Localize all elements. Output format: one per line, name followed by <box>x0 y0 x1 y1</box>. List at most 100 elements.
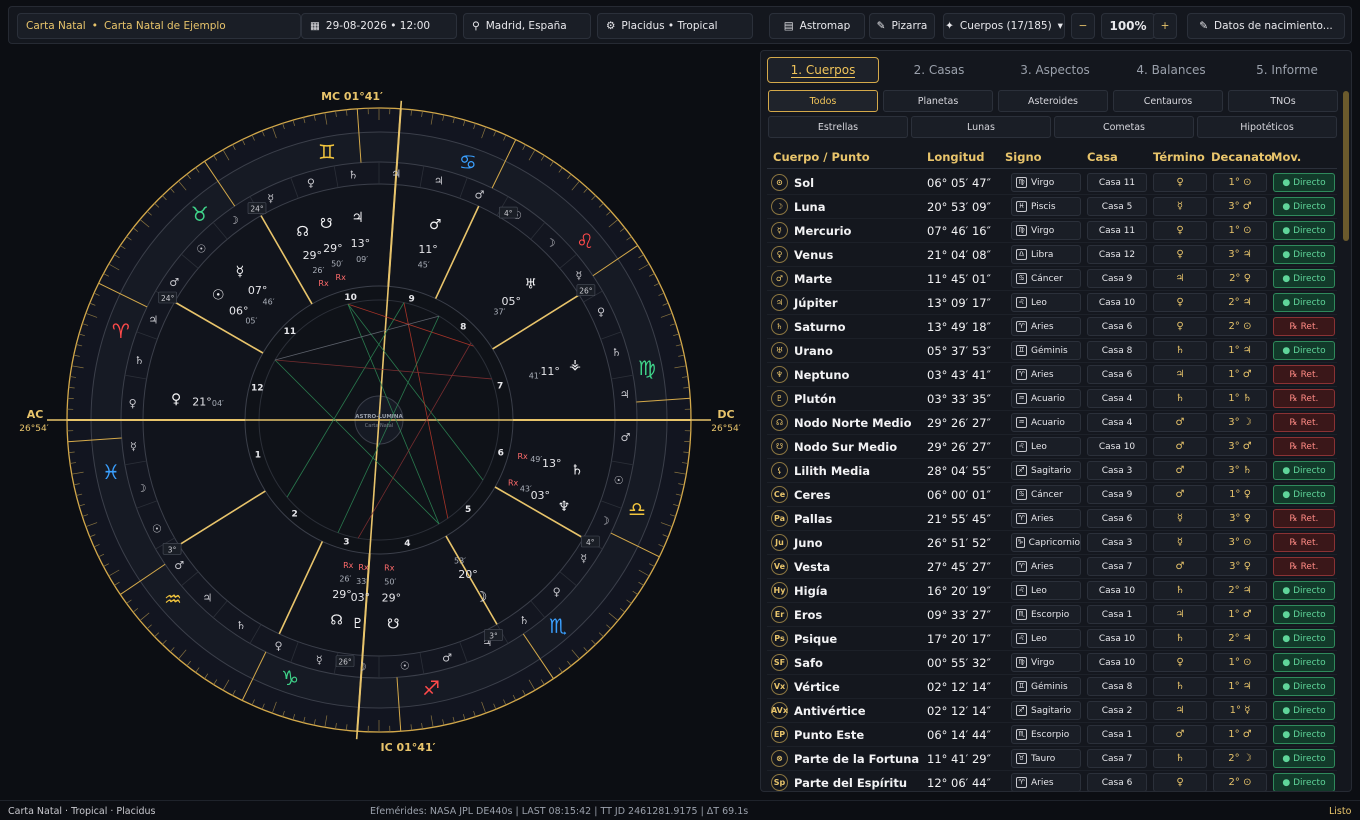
house-chip[interactable]: Casa 4 <box>1087 413 1147 432</box>
sign-chip[interactable]: ♌ Leo <box>1011 293 1081 312</box>
house-chip[interactable]: Casa 12 <box>1087 245 1147 264</box>
planet-glyph[interactable]: ♇ <box>351 616 364 632</box>
table-row[interactable]: ♆ Neptuno 03° 43′ 41″ ♈ Aries Casa 6 ♃ 1° ♂ ℞ Re… <box>767 363 1337 387</box>
zoom-in-button[interactable]: + <box>1153 13 1177 39</box>
house-chip[interactable]: Casa 11 <box>1087 221 1147 240</box>
house-chip[interactable]: Casa 5 <box>1087 197 1147 216</box>
table-row[interactable]: Er Eros 09° 33′ 27″ ♏ Escorpio Casa 1 ♃ 1° ♂ ● D… <box>767 603 1337 627</box>
filter-planetas[interactable]: Planetas <box>883 90 993 112</box>
house-chip[interactable]: Casa 6 <box>1087 773 1147 791</box>
house-chip[interactable]: Casa 2 <box>1087 701 1147 720</box>
table-row[interactable]: ♄ Saturno 13° 49′ 18″ ♈ Aries Casa 6 ♀ 2° ⊙ ℞ Re… <box>767 315 1337 339</box>
house-chip[interactable]: Casa 4 <box>1087 389 1147 408</box>
planet-glyph[interactable]: ☋ <box>320 216 332 232</box>
sign-chip[interactable]: ♑ Capricornio <box>1011 533 1081 552</box>
sign-chip[interactable]: ♋ Cáncer <box>1011 485 1081 504</box>
table-row[interactable]: ♅ Urano 05° 37′ 53″ ♊ Géminis Casa 8 ♄ 1° ♃ ● Di… <box>767 339 1337 363</box>
sign-chip[interactable]: ♉ Tauro <box>1011 749 1081 768</box>
sign-chip[interactable]: ♎ Libra <box>1011 245 1081 264</box>
zodiac-sign-glyph[interactable]: ♉ <box>191 202 209 226</box>
zodiac-sign-glyph[interactable]: ♍ <box>638 356 656 380</box>
planet-glyph[interactable]: ☿ <box>236 264 245 280</box>
location-button[interactable]: ⚲ Madrid, España <box>463 13 591 39</box>
filter-asteroides[interactable]: Asteroides <box>998 90 1108 112</box>
house-chip[interactable]: Casa 9 <box>1087 485 1147 504</box>
table-row[interactable]: Vx Vértice 02° 12′ 14″ ♊ Géminis Casa 8 ♄ 1° ♃ ●… <box>767 675 1337 699</box>
table-row[interactable]: SF Safo 00° 55′ 32″ ♍ Virgo Casa 10 ♀ 1° ⊙ ● Dir… <box>767 651 1337 675</box>
zodiac-sign-glyph[interactable]: ♌ <box>576 229 594 253</box>
house-chip[interactable]: Casa 6 <box>1087 365 1147 384</box>
table-row[interactable]: EP Punto Este 06° 14′ 44″ ♏ Escorpio Casa 1 ♂ 1… <box>767 723 1337 747</box>
sign-chip[interactable]: ♌ Leo <box>1011 581 1081 600</box>
planet-glyph[interactable]: ♂ <box>429 217 442 233</box>
house-chip[interactable]: Casa 8 <box>1087 677 1147 696</box>
table-row[interactable]: ♂ Marte 11° 45′ 01″ ♋ Cáncer Casa 9 ♃ 2° ♀ ● Dir… <box>767 267 1337 291</box>
house-chip[interactable]: Casa 6 <box>1087 317 1147 336</box>
sign-chip[interactable]: ♈ Aries <box>1011 557 1081 576</box>
filter-centauros[interactable]: Centauros <box>1113 90 1223 112</box>
header-cuerpo[interactable]: Cuerpo / Punto <box>773 150 870 164</box>
sign-chip[interactable]: ♏ Escorpio <box>1011 605 1081 624</box>
house-chip[interactable]: Casa 3 <box>1087 533 1147 552</box>
sign-chip[interactable]: ♊ Géminis <box>1011 677 1081 696</box>
table-row[interactable]: Ps Psique 17° 20′ 17″ ♌ Leo Casa 10 ♄ 2° ♃ ● Dir… <box>767 627 1337 651</box>
planet-glyph[interactable]: ☽ <box>475 590 488 606</box>
table-row[interactable]: ♇ Plutón 03° 33′ 35″ ♒ Acuario Casa 4 ♄ 1° ♄ ℞ R… <box>767 387 1337 411</box>
filter-estrellas[interactable]: Estrellas <box>768 116 908 138</box>
scrollbar[interactable] <box>1343 91 1349 241</box>
filter-cometas[interactable]: Cometas <box>1054 116 1194 138</box>
sign-chip[interactable]: ♋ Cáncer <box>1011 269 1081 288</box>
header-decanato[interactable]: Decanato <box>1211 150 1273 164</box>
house-chip[interactable]: Casa 10 <box>1087 629 1147 648</box>
datetime-button[interactable]: ▦ 29-08-2026 • 12:00 <box>301 13 457 39</box>
house-chip[interactable]: Casa 6 <box>1087 509 1147 528</box>
filter-lunas[interactable]: Lunas <box>911 116 1051 138</box>
sign-chip[interactable]: ♈ Aries <box>1011 773 1081 791</box>
sign-chip[interactable]: ♈ Aries <box>1011 317 1081 336</box>
table-row[interactable]: Ce Ceres 06° 00′ 01″ ♋ Cáncer Casa 9 ♂ 1° ♀ ● Di… <box>767 483 1337 507</box>
planet-glyph[interactable]: ☋ <box>387 617 399 633</box>
table-row[interactable]: Sp Parte del Espíritu 12° 06′ 44″ ♈ Aries Cas… <box>767 771 1337 791</box>
birth-data-button[interactable]: ✎ Datos de nacimiento... <box>1187 13 1345 39</box>
astromap-button[interactable]: ▤ Astromap <box>769 13 865 39</box>
house-chip[interactable]: Casa 1 <box>1087 725 1147 744</box>
table-row[interactable]: ♀ Venus 21° 04′ 08″ ♎ Libra Casa 12 ♀ 3° ♃ ● Dir… <box>767 243 1337 267</box>
table-row[interactable]: ⚸ Lilith Media 28° 04′ 55″ ♐ Sagitario Casa 3… <box>767 459 1337 483</box>
sign-chip[interactable]: ♌ Leo <box>1011 437 1081 456</box>
planet-glyph[interactable]: ♀ <box>171 392 181 408</box>
tab-casas[interactable]: 2. Casas <box>883 57 995 83</box>
chart-title-field[interactable]: Carta Natal • Carta Natal de Ejemplo <box>17 13 301 39</box>
zodiac-sign-glyph[interactable]: ♎ <box>628 497 646 521</box>
house-chip[interactable]: Casa 11 <box>1087 173 1147 192</box>
house-chip[interactable]: Casa 8 <box>1087 341 1147 360</box>
zodiac-sign-glyph[interactable]: ♐ <box>422 676 440 700</box>
zodiac-sign-glyph[interactable]: ♑ <box>281 666 299 690</box>
house-chip[interactable]: Casa 10 <box>1087 293 1147 312</box>
house-chip[interactable]: Casa 10 <box>1087 581 1147 600</box>
sign-chip[interactable]: ♍ Virgo <box>1011 653 1081 672</box>
pizarra-button[interactable]: ✎ Pizarra <box>869 13 935 39</box>
tab-balances[interactable]: 4. Balances <box>1115 57 1227 83</box>
header-longitud[interactable]: Longitud <box>927 150 985 164</box>
table-row[interactable]: Hy Higía 16° 20′ 19″ ♌ Leo Casa 10 ♄ 2° ♃ ● Dire… <box>767 579 1337 603</box>
planet-glyph[interactable]: ⚶ <box>569 357 581 373</box>
house-chip[interactable]: Casa 10 <box>1087 437 1147 456</box>
house-chip[interactable]: Casa 7 <box>1087 749 1147 768</box>
planet-glyph[interactable]: ☉ <box>212 287 225 303</box>
table-row[interactable]: ⊙ Sol 06° 05′ 47″ ♍ Virgo Casa 11 ♀ 1° ⊙ ● Direc… <box>767 171 1337 195</box>
house-chip[interactable]: Casa 9 <box>1087 269 1147 288</box>
sign-chip[interactable]: ♍ Virgo <box>1011 221 1081 240</box>
planet-glyph[interactable]: ☊ <box>330 613 342 629</box>
table-row[interactable]: ♃ Júpiter 13° 09′ 17″ ♌ Leo Casa 10 ♀ 2° ♃ ● Dir… <box>767 291 1337 315</box>
planet-glyph[interactable]: ♃ <box>351 210 364 226</box>
table-row[interactable]: ☽ Luna 20° 53′ 09″ ♓ Piscis Casa 5 ☿ 3° ♂ ● Dire… <box>767 195 1337 219</box>
header-signo[interactable]: Signo <box>1005 150 1042 164</box>
planet-glyph[interactable]: ☊ <box>296 224 308 240</box>
house-chip[interactable]: Casa 1 <box>1087 605 1147 624</box>
zodiac-sign-glyph[interactable]: ♓ <box>102 460 120 484</box>
sign-chip[interactable]: ♊ Géminis <box>1011 341 1081 360</box>
tab-informe[interactable]: 5. Informe <box>1231 57 1343 83</box>
table-row[interactable]: AVx Antivértice 02° 12′ 14″ ♐ Sagitario Casa … <box>767 699 1337 723</box>
table-row[interactable]: ☋ Nodo Sur Medio 29° 26′ 27″ ♌ Leo Casa 10 ♂ 3°… <box>767 435 1337 459</box>
sign-chip[interactable]: ♒ Acuario <box>1011 413 1081 432</box>
